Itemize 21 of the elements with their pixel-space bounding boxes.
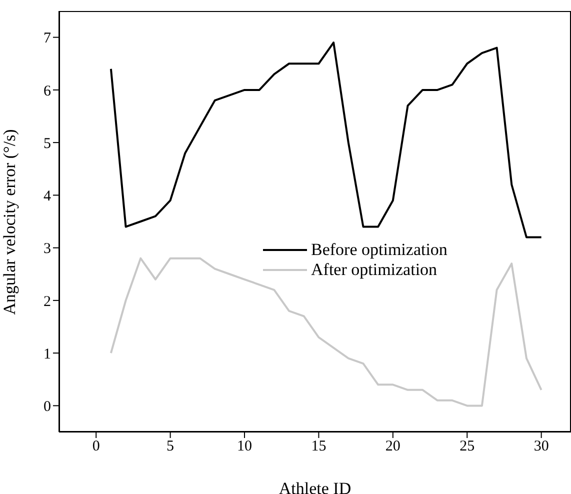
x-tick-label: 15	[311, 438, 326, 455]
x-tick-label: 0	[92, 438, 100, 455]
y-tick-label: 7	[44, 30, 52, 47]
legend-label: After optimization	[311, 260, 438, 280]
y-tick-label: 4	[44, 188, 52, 205]
y-tick-label: 1	[44, 346, 51, 362]
x-axis-title: Athlete ID	[278, 479, 352, 494]
x-tick-label: 10	[237, 438, 252, 455]
legend-label: Before optimization	[311, 240, 448, 260]
y-tick-label: 6	[44, 83, 52, 100]
y-tick-label: 5	[44, 136, 51, 152]
y-axis-title: Angular velocity error (°/s)	[0, 128, 20, 314]
y-tick-label: 3	[44, 241, 51, 258]
y-tick-label: 0	[44, 399, 51, 416]
x-tick-label: 20	[385, 438, 400, 455]
x-tick-label: 25	[460, 438, 475, 455]
x-tick-label: 30	[534, 438, 549, 455]
x-tick-label: 5	[166, 438, 174, 455]
line-series	[110, 42, 542, 238]
y-tick-label: 2	[44, 294, 51, 310]
line-series	[110, 257, 542, 407]
